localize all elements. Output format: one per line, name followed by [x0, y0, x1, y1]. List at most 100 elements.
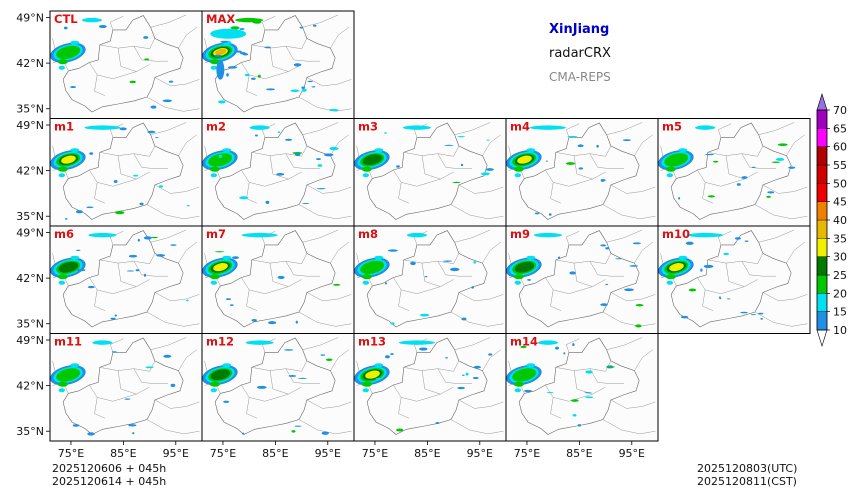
reflectivity-cell — [87, 432, 95, 436]
reflectivity-cell — [162, 99, 172, 103]
county-boundary — [697, 169, 745, 187]
county-boundary — [421, 155, 454, 180]
county-boundary — [454, 122, 491, 136]
reflectivity-core — [517, 155, 532, 164]
reflectivity-cell — [328, 108, 339, 112]
county-boundary — [178, 134, 197, 156]
reflectivity-cell — [402, 125, 431, 130]
reflectivity-cell — [572, 413, 577, 417]
reflectivity-cell — [473, 365, 481, 369]
county-boundary — [610, 184, 656, 194]
reflectivity-cell — [361, 274, 372, 280]
county-boundary — [450, 204, 504, 220]
reflectivity-cell — [666, 280, 674, 285]
county-boundary — [133, 153, 168, 169]
county-boundary — [589, 261, 624, 277]
reflectivity-cell — [58, 388, 66, 393]
county-boundary — [241, 384, 289, 402]
county-boundary — [261, 16, 276, 30]
y-tick-label: 35°N — [16, 103, 44, 116]
panel-ctl — [50, 11, 202, 119]
reflectivity-cell — [707, 195, 716, 198]
x-tick-label: 95°E — [163, 447, 189, 460]
reflectivity-cell — [129, 80, 136, 84]
reflectivity-cell — [480, 172, 490, 176]
reflectivity-cell — [442, 260, 453, 262]
reflectivity-cell — [229, 304, 234, 306]
reflectivity-cell — [546, 392, 554, 394]
county-boundary — [150, 337, 187, 351]
x-tick-label: 85°E — [110, 447, 136, 460]
panel-background — [50, 11, 202, 119]
county-boundary — [146, 311, 200, 327]
reflectivity-cell — [87, 285, 95, 289]
panel-background — [50, 333, 202, 441]
county-boundary — [634, 242, 653, 264]
reflectivity-cell — [615, 258, 623, 260]
reflectivity-cell — [57, 381, 68, 387]
reflectivity-cell — [139, 202, 144, 206]
reflectivity-cell — [529, 125, 566, 130]
reflectivity-cell — [214, 251, 225, 253]
panel-background — [50, 226, 202, 334]
county-boundary — [482, 242, 501, 264]
reflectivity-cell — [70, 40, 80, 45]
colorbar-label: 20 — [833, 287, 847, 300]
panel-background — [506, 118, 658, 226]
county-boundary — [565, 231, 580, 245]
reflectivity-cell — [57, 166, 68, 172]
county-boundary — [393, 384, 441, 402]
reflectivity-cell — [410, 261, 416, 266]
reflectivity-cell — [685, 241, 694, 245]
county-boundary — [786, 242, 805, 264]
reflectivity-cell — [231, 256, 239, 260]
reflectivity-cell — [276, 173, 285, 176]
colorbar-segment — [816, 219, 828, 239]
reflectivity-cell — [362, 388, 370, 393]
county-boundary — [330, 27, 349, 49]
reflectivity-cell — [396, 165, 400, 168]
county-boundary — [150, 14, 187, 28]
reflectivity-cell — [257, 74, 261, 78]
reflectivity-cell — [361, 166, 372, 172]
panel-label: MAX — [206, 12, 235, 26]
county-boundary — [702, 182, 714, 204]
panel-m10 — [658, 226, 810, 334]
reflectivity-cell — [513, 274, 524, 280]
county-boundary — [437, 153, 472, 169]
reflectivity-cell — [578, 167, 584, 170]
reflectivity-cell — [570, 399, 579, 402]
county-boundary — [786, 134, 805, 156]
county-boundary — [725, 263, 758, 287]
reflectivity-cell — [632, 242, 641, 245]
colorbar-segment — [816, 238, 828, 257]
reflectivity-cell — [245, 340, 274, 345]
county-boundary — [717, 231, 732, 245]
reflectivity-cell — [548, 213, 552, 216]
reflectivity-cell — [264, 46, 271, 49]
reflectivity-cell — [58, 65, 66, 70]
reflectivity-cell — [147, 130, 156, 134]
county-boundary — [458, 399, 504, 409]
reflectivity-cell — [244, 73, 250, 77]
reflectivity-cell — [563, 352, 566, 355]
x-tick-label: 75°E — [58, 447, 84, 460]
reflectivity-cell — [135, 269, 140, 272]
reflectivity-cell — [111, 351, 117, 353]
reflectivity-cell — [514, 388, 522, 393]
reflectivity-cell — [133, 174, 139, 177]
reflectivity-cell — [688, 288, 697, 292]
reflectivity-cell — [635, 324, 642, 328]
panel-m2 — [202, 118, 354, 226]
reflectivity-cell — [323, 153, 334, 157]
reflectivity-cell — [726, 298, 731, 300]
reflectivity-core — [514, 261, 535, 273]
panel-max — [202, 11, 354, 119]
reflectivity-cell — [225, 298, 232, 300]
county-boundary — [269, 263, 302, 287]
reflectivity-cell — [145, 366, 154, 369]
reflectivity-cell — [777, 143, 788, 147]
reflectivity-cell — [186, 204, 190, 207]
reflectivity-cell — [235, 17, 264, 23]
panel-m7 — [202, 226, 354, 334]
